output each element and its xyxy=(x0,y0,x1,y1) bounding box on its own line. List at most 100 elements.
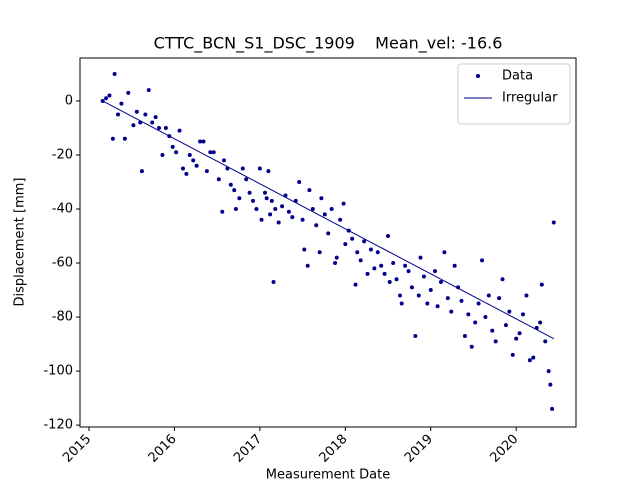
plot-area xyxy=(79,57,577,428)
data-point xyxy=(510,352,515,357)
data-point xyxy=(397,293,402,298)
data-point xyxy=(122,136,127,141)
legend-label: Irregular xyxy=(502,91,558,106)
data-point xyxy=(527,358,532,363)
data-point xyxy=(268,212,273,217)
data-point xyxy=(326,231,331,236)
y-tick-label: -100 xyxy=(43,364,73,379)
data-point xyxy=(438,279,443,284)
data-point xyxy=(538,320,543,325)
data-point xyxy=(286,209,291,214)
data-point xyxy=(184,171,189,176)
data-point xyxy=(251,198,256,203)
data-point xyxy=(240,166,245,171)
data-point xyxy=(531,355,536,360)
data-point xyxy=(262,190,267,195)
data-point xyxy=(233,207,238,212)
data-point xyxy=(134,109,139,114)
data-point xyxy=(257,166,262,171)
data-point xyxy=(514,336,519,341)
data-point xyxy=(271,279,276,284)
data-point xyxy=(107,93,112,98)
data-point xyxy=(157,125,162,130)
data-point xyxy=(110,136,115,141)
data-point xyxy=(459,298,464,303)
legend-box xyxy=(457,63,571,125)
data-point xyxy=(462,333,467,338)
data-point xyxy=(368,247,373,252)
y-axis-label: Displacement [mm] xyxy=(13,178,28,307)
data-point xyxy=(445,296,450,301)
data-point xyxy=(452,263,457,268)
data-point xyxy=(500,277,505,282)
data-point xyxy=(473,320,478,325)
data-point xyxy=(269,198,274,203)
data-point xyxy=(305,263,310,268)
data-point xyxy=(343,242,348,247)
data-point xyxy=(334,255,339,260)
data-point xyxy=(480,258,485,263)
y-tick-label: -20 xyxy=(52,147,73,162)
data-point xyxy=(449,309,454,314)
data-point xyxy=(517,331,522,336)
data-point xyxy=(259,217,264,222)
data-point xyxy=(551,220,556,225)
data-point xyxy=(507,309,512,314)
data-point xyxy=(201,139,206,144)
data-point xyxy=(266,169,271,174)
data-point xyxy=(550,406,555,411)
data-point xyxy=(546,369,551,374)
data-point xyxy=(187,152,192,157)
data-point xyxy=(341,201,346,206)
data-point xyxy=(372,266,377,271)
data-point xyxy=(483,315,488,320)
data-point xyxy=(276,220,281,225)
data-point xyxy=(208,150,213,155)
data-point xyxy=(521,312,526,317)
chart-title: CTTC_BCN_S1_DSC_1909 Mean_vel: -16.6 xyxy=(154,34,503,54)
data-point xyxy=(297,179,302,184)
data-point xyxy=(358,258,363,263)
data-point xyxy=(543,339,548,344)
data-point xyxy=(428,288,433,293)
data-point xyxy=(442,250,447,255)
y-tick-label: -80 xyxy=(52,310,73,325)
data-point xyxy=(221,158,226,163)
data-point xyxy=(418,255,423,260)
data-point xyxy=(548,382,553,387)
data-point xyxy=(211,150,216,155)
data-point xyxy=(375,250,380,255)
data-point xyxy=(425,301,430,306)
y-tick-label: 0 xyxy=(65,93,73,108)
y-tick-label: -60 xyxy=(52,256,73,271)
data-point xyxy=(416,293,421,298)
x-axis-label: Measurement Date xyxy=(266,468,390,480)
y-tick-label: -120 xyxy=(43,418,73,433)
data-point xyxy=(409,285,414,290)
data-point xyxy=(403,263,408,268)
data-point xyxy=(317,250,322,255)
data-point xyxy=(310,207,315,212)
data-point xyxy=(421,274,426,279)
data-point xyxy=(228,182,233,187)
data-point xyxy=(174,150,179,155)
data-point xyxy=(280,204,285,209)
data-point xyxy=(170,144,175,149)
data-point xyxy=(112,71,117,76)
data-point xyxy=(413,333,418,338)
data-point xyxy=(302,247,307,252)
data-point xyxy=(116,112,121,117)
data-point xyxy=(333,261,338,266)
data-point xyxy=(220,209,225,214)
y-tick-label: -40 xyxy=(52,202,73,217)
data-point xyxy=(524,293,529,298)
data-point xyxy=(493,339,498,344)
data-point xyxy=(353,282,358,287)
data-point xyxy=(150,120,155,125)
data-point xyxy=(139,169,144,174)
data-point xyxy=(163,125,168,130)
data-point xyxy=(490,328,495,333)
data-point xyxy=(307,188,312,193)
data-point xyxy=(264,196,269,201)
